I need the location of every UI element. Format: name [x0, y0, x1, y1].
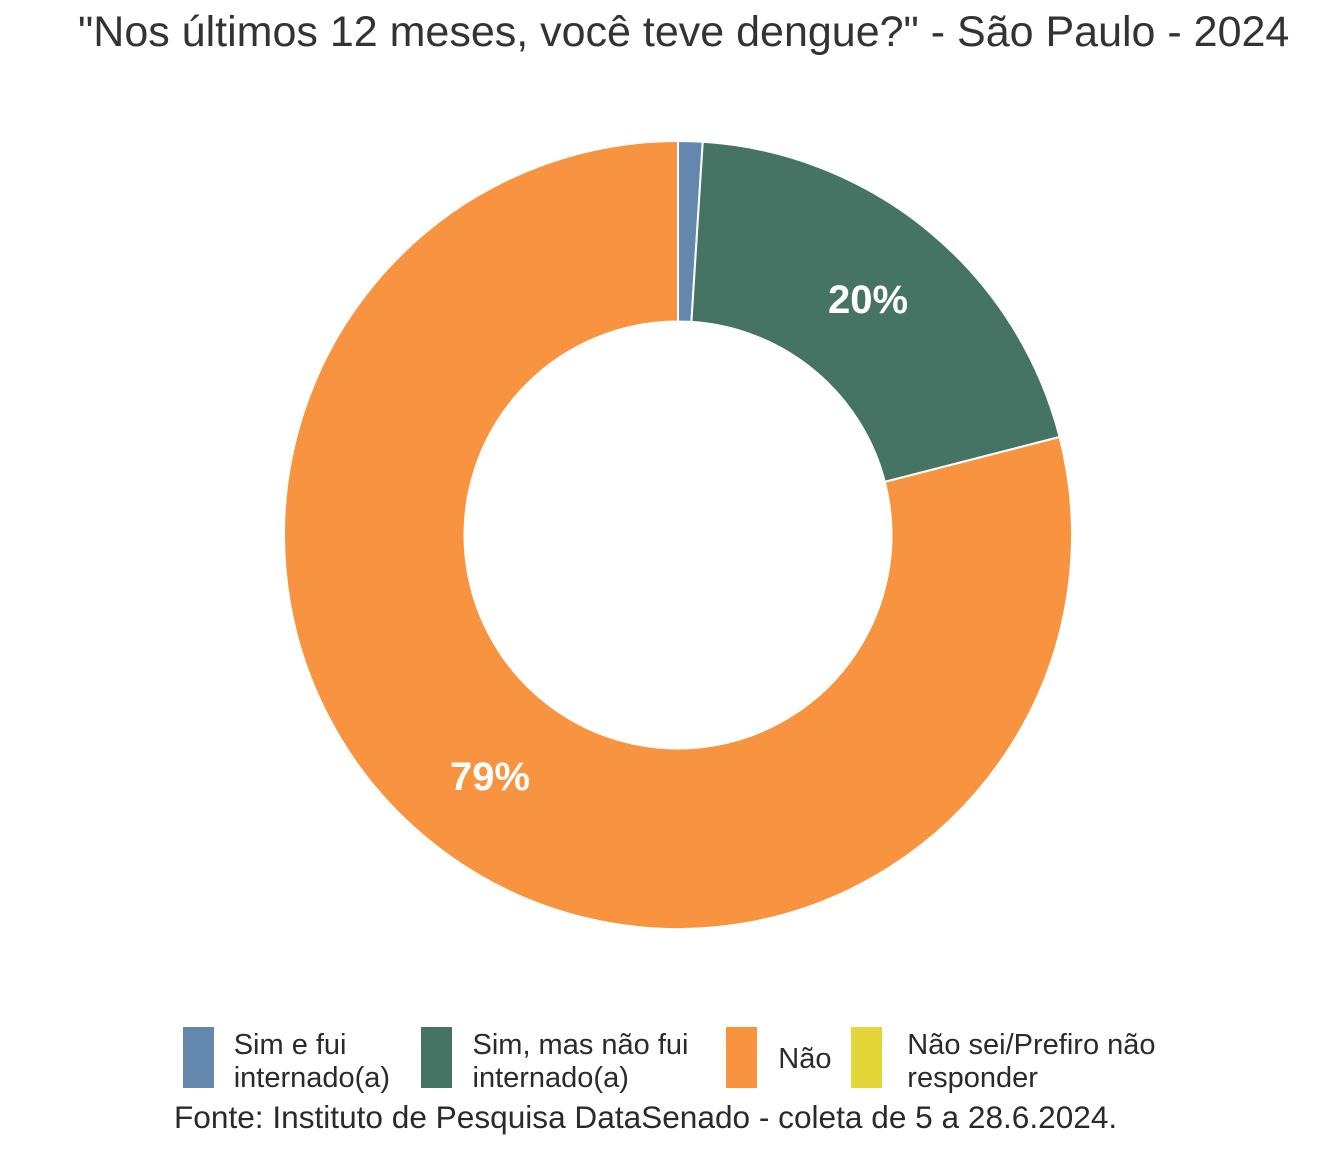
svg-text:79%: 79% — [450, 755, 530, 799]
svg-text:20%: 20% — [828, 278, 908, 322]
